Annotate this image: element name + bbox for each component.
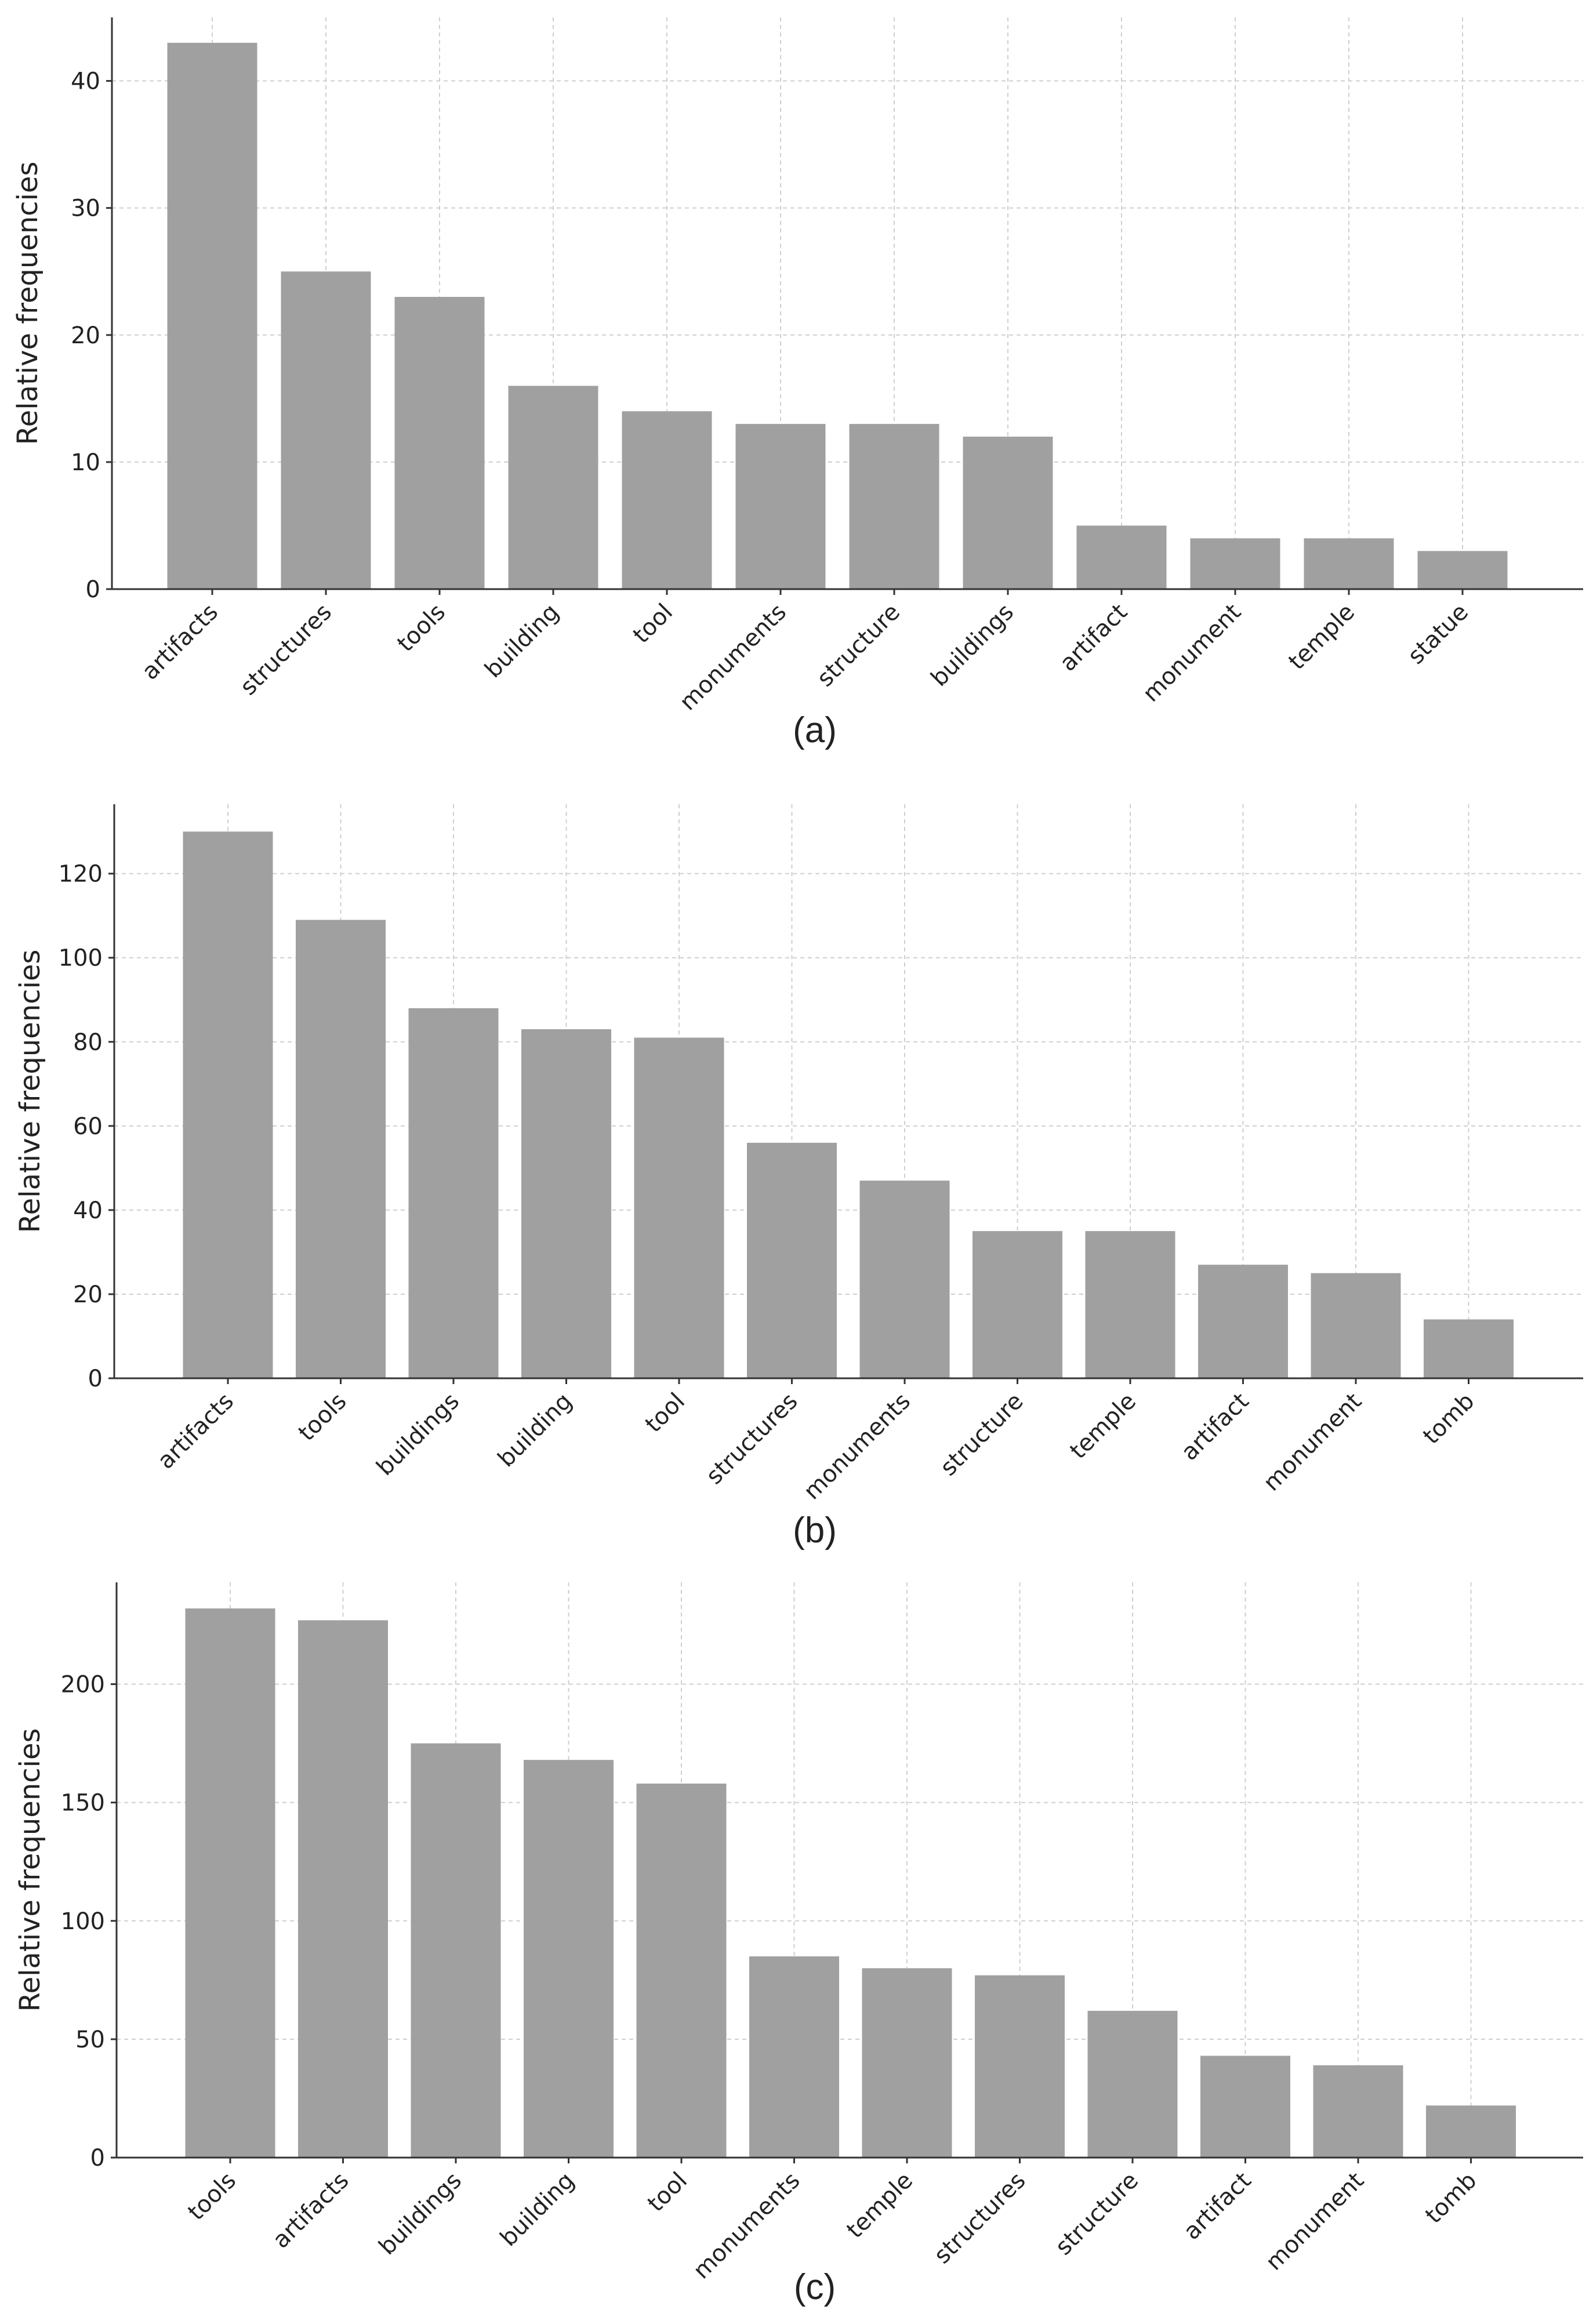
bar bbox=[394, 297, 485, 589]
y-tick-label: 60 bbox=[73, 1113, 103, 1140]
bar bbox=[296, 920, 386, 1378]
bar bbox=[973, 1231, 1062, 1378]
y-tick-label: 0 bbox=[88, 1366, 103, 1392]
bar bbox=[524, 1760, 614, 2158]
y-tick-label: 100 bbox=[61, 1908, 105, 1935]
y-tick-label: 0 bbox=[86, 576, 100, 603]
y-tick-label: 0 bbox=[90, 2145, 105, 2172]
bar bbox=[1304, 538, 1394, 589]
bar bbox=[634, 1037, 724, 1378]
y-tick-label: 120 bbox=[59, 861, 103, 888]
bar bbox=[1076, 525, 1167, 589]
panel-caption: (c) bbox=[794, 2267, 836, 2307]
bar bbox=[411, 1743, 501, 2158]
y-tick-label: 30 bbox=[71, 195, 100, 222]
bar bbox=[508, 386, 598, 589]
bar bbox=[521, 1029, 611, 1378]
bar bbox=[747, 1142, 837, 1378]
bar bbox=[1424, 1319, 1514, 1378]
bar bbox=[1311, 1273, 1401, 1378]
bar bbox=[167, 42, 257, 590]
y-tick-label: 40 bbox=[71, 68, 100, 95]
bar bbox=[975, 1975, 1065, 2158]
bar bbox=[1200, 2056, 1290, 2158]
bar bbox=[849, 424, 939, 589]
bar bbox=[963, 437, 1053, 589]
bar bbox=[185, 1608, 275, 2158]
bar bbox=[1190, 538, 1280, 589]
bar bbox=[1417, 551, 1508, 589]
panel-caption: (b) bbox=[793, 1510, 837, 1550]
y-tick-label: 150 bbox=[61, 1790, 105, 1817]
bar bbox=[1087, 2010, 1178, 2158]
bar bbox=[636, 1783, 727, 2158]
bar bbox=[1198, 1265, 1288, 1378]
y-tick-label: 20 bbox=[71, 322, 100, 349]
bar bbox=[1313, 2065, 1403, 2158]
panel-caption: (a) bbox=[793, 710, 837, 750]
y-tick-label: 20 bbox=[73, 1281, 103, 1308]
y-tick-label: 200 bbox=[61, 1672, 105, 1698]
y-tick-label: 80 bbox=[73, 1029, 103, 1056]
bar bbox=[862, 1968, 952, 2158]
bar bbox=[859, 1181, 950, 1378]
y-axis-label: Relative frequencies bbox=[14, 1728, 46, 2011]
y-axis-label: Relative frequencies bbox=[12, 161, 44, 445]
bar bbox=[281, 271, 371, 589]
y-axis-label: Relative frequencies bbox=[14, 949, 46, 1233]
bar bbox=[622, 411, 712, 589]
bar bbox=[735, 424, 826, 589]
bar bbox=[408, 1008, 499, 1378]
bar bbox=[749, 1956, 839, 2158]
y-tick-label: 40 bbox=[73, 1197, 103, 1224]
bar bbox=[1426, 2105, 1516, 2158]
y-tick-label: 100 bbox=[59, 945, 103, 972]
bar bbox=[298, 1620, 388, 2158]
y-tick-label: 10 bbox=[71, 449, 100, 476]
bar bbox=[183, 831, 273, 1378]
y-tick-label: 50 bbox=[75, 2027, 105, 2053]
bar bbox=[1085, 1231, 1175, 1378]
